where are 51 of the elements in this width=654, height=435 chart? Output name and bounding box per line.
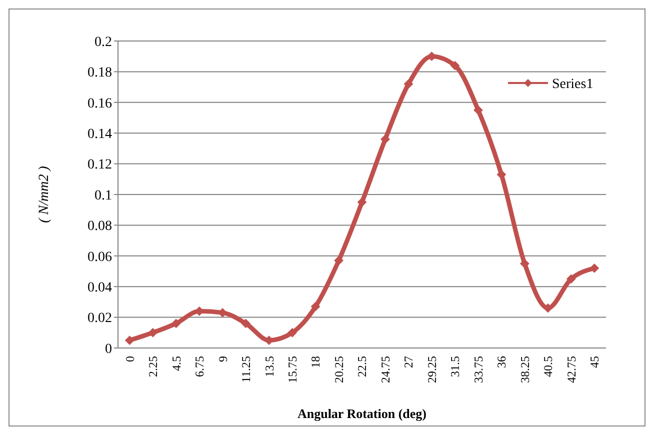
point [474,106,483,115]
x-tick-label: 15.75 [285,356,300,383]
point [288,328,297,338]
x-tick-label: 38.25 [518,356,532,383]
x-tick-label: 6.75 [192,356,207,377]
point [172,318,181,328]
x-tick-label: 36 [494,356,509,368]
x-tick-label: 40.5 [541,356,556,377]
x-tick-label: 20.25 [332,356,346,383]
x-tick-label: 42.75 [564,356,578,383]
x-tick-label: 0 [122,356,137,362]
point [450,61,460,70]
y-tick-label: 0.14 [88,127,112,142]
x-tick-label: 45 [588,356,602,368]
x-tick-label: 29.25 [424,356,439,383]
x-tick-label: 11.25 [239,356,254,383]
point [380,134,390,144]
x-tick-label: 9 [216,356,230,362]
y-tick-label: 0.16 [88,96,112,112]
x-tick-label: 2.25 [146,356,160,377]
y-tick-label: 0.12 [88,158,112,173]
point [543,304,552,313]
point [520,259,530,268]
point [590,264,599,273]
y-tick-label: 0.06 [88,250,112,265]
point [125,336,134,345]
point [566,274,576,284]
y-tick-label: 0.2 [94,34,112,50]
x-tick-label: 33.75 [471,356,486,383]
point [404,79,413,88]
point [496,170,506,180]
x-tick-label: 13.5 [262,356,276,377]
x-tick-label: 22.5 [355,356,370,377]
x-tick-label: 18 [308,356,323,368]
x-axis-title: Angular Rotation (deg) [297,406,427,421]
x-tick-label: 31.5 [448,356,462,377]
y-tick-label: 0.08 [88,219,112,234]
y-tick-label: 0.1 [94,188,112,204]
y-tick-label: 0.02 [88,311,112,326]
point [148,328,158,338]
point [358,198,366,207]
legend-label: Series1 [552,76,594,92]
y-tick-label: 0.04 [88,280,112,296]
y-tick-label: 0.18 [88,66,112,81]
point [311,302,320,312]
x-tick-label: 4.5 [169,356,184,371]
y-axis-title: ( N/mm2 ) [37,166,52,223]
x-tick-label: 24.75 [378,356,392,383]
x-tick-label: 27 [402,356,416,368]
point [241,318,250,328]
point [334,256,344,266]
